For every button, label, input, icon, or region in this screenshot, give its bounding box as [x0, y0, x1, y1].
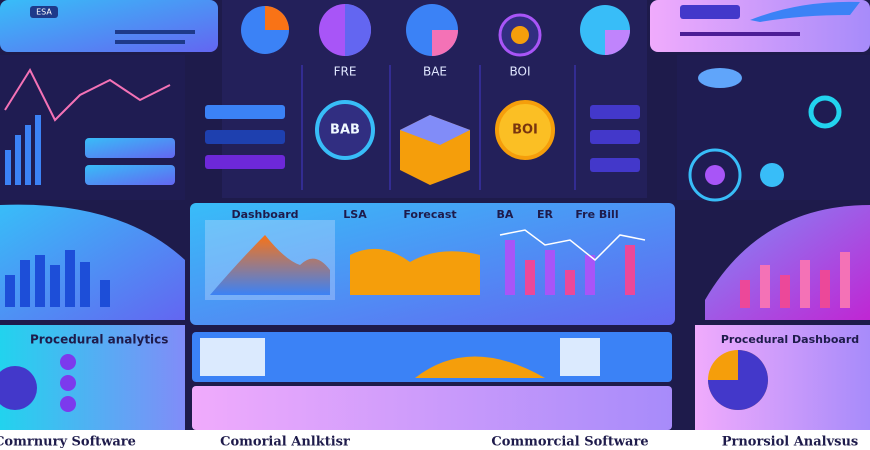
bar-decoration: [65, 250, 75, 307]
bar-decoration: [760, 265, 770, 308]
pie-slice: [708, 350, 768, 410]
bar-decoration: [585, 255, 595, 295]
row-bar: [205, 105, 285, 119]
pie-slice: [265, 6, 289, 30]
bar-decoration: [565, 270, 575, 295]
bar-decoration: [740, 280, 750, 308]
radar: [688, 148, 742, 202]
icon: [60, 354, 76, 370]
chart-label: BA: [497, 208, 514, 221]
cube-top: [400, 115, 470, 145]
row-bar: [590, 105, 640, 119]
bar-decoration: [15, 135, 21, 185]
badge-text: ESA: [36, 8, 52, 17]
pie-label: BOI: [509, 65, 530, 79]
row-bar: [590, 158, 640, 172]
ring-label: BOI: [512, 123, 538, 138]
pie-slice: [432, 30, 458, 56]
bottom-center-panel: [192, 386, 672, 430]
cloud: [698, 68, 742, 88]
plane-shape: [750, 1, 860, 22]
bar-decoration: [525, 260, 535, 295]
ring: [808, 95, 842, 129]
icon: [60, 396, 76, 412]
bar-decoration: [820, 270, 830, 308]
panel-title: Procedural Dashboard: [721, 333, 859, 346]
row-bar: [205, 155, 285, 169]
pie-label: BAE: [423, 65, 447, 79]
bar-decoration: [625, 245, 635, 295]
bar-decoration: [35, 255, 45, 307]
line-decoration: [499, 229, 646, 262]
icon-tile: [200, 338, 265, 376]
chart-label: ER: [537, 208, 554, 221]
panel-title: Procedural analytics: [30, 333, 168, 347]
text-line: [680, 32, 800, 36]
bar-decoration: [20, 260, 30, 307]
ring: [315, 100, 375, 160]
bar-decoration: [100, 280, 110, 307]
ring-label: BAB: [330, 123, 360, 138]
pie-label: FRE: [334, 65, 357, 79]
chart-label: LSA: [343, 208, 367, 221]
badge: [30, 6, 58, 18]
wave-decoration: [350, 248, 480, 295]
text-line: [115, 30, 195, 34]
caption: Commorcial Software: [491, 435, 648, 450]
bar-decoration: [505, 240, 515, 295]
pie-slice: [345, 4, 371, 56]
chart-label: Dashboard: [231, 208, 298, 221]
bar-decoration: [50, 265, 60, 307]
caption: Comorial Anlktisr: [220, 435, 350, 450]
hill-decoration: [415, 356, 545, 378]
mini-pie: [760, 163, 784, 187]
caption: Prnorsiol Analvsus: [722, 435, 859, 450]
chart-label: Fre Bill: [575, 208, 618, 221]
footer: [0, 430, 870, 450]
bar-decoration: [80, 262, 90, 307]
bar-decoration: [25, 125, 31, 185]
bar-decoration: [780, 275, 790, 308]
bar-decoration: [5, 150, 11, 185]
pie-slice: [605, 30, 630, 55]
pie-decoration: [0, 366, 37, 410]
bar-decoration: [800, 260, 810, 308]
bar-decoration: [840, 252, 850, 308]
icon: [60, 375, 76, 391]
ring-core: [511, 26, 529, 44]
row-bar: [590, 130, 640, 144]
caption: Comrnury Software: [0, 435, 136, 450]
bottom-center-panel: [192, 332, 672, 382]
left-chart-panel: [0, 204, 185, 320]
chart-label: Forecast: [403, 208, 456, 221]
icon-tile: [560, 338, 600, 376]
text-line: [115, 40, 185, 44]
row-bar: [205, 130, 285, 144]
ring: [495, 100, 555, 160]
bar-decoration: [35, 115, 41, 185]
button: [85, 165, 175, 185]
button: [680, 5, 740, 19]
radar-core: [705, 165, 725, 185]
bar-decoration: [5, 275, 15, 307]
bar-decoration: [545, 250, 555, 295]
area-decoration: [210, 235, 330, 295]
button: [85, 138, 175, 158]
line-decoration: [4, 67, 171, 122]
